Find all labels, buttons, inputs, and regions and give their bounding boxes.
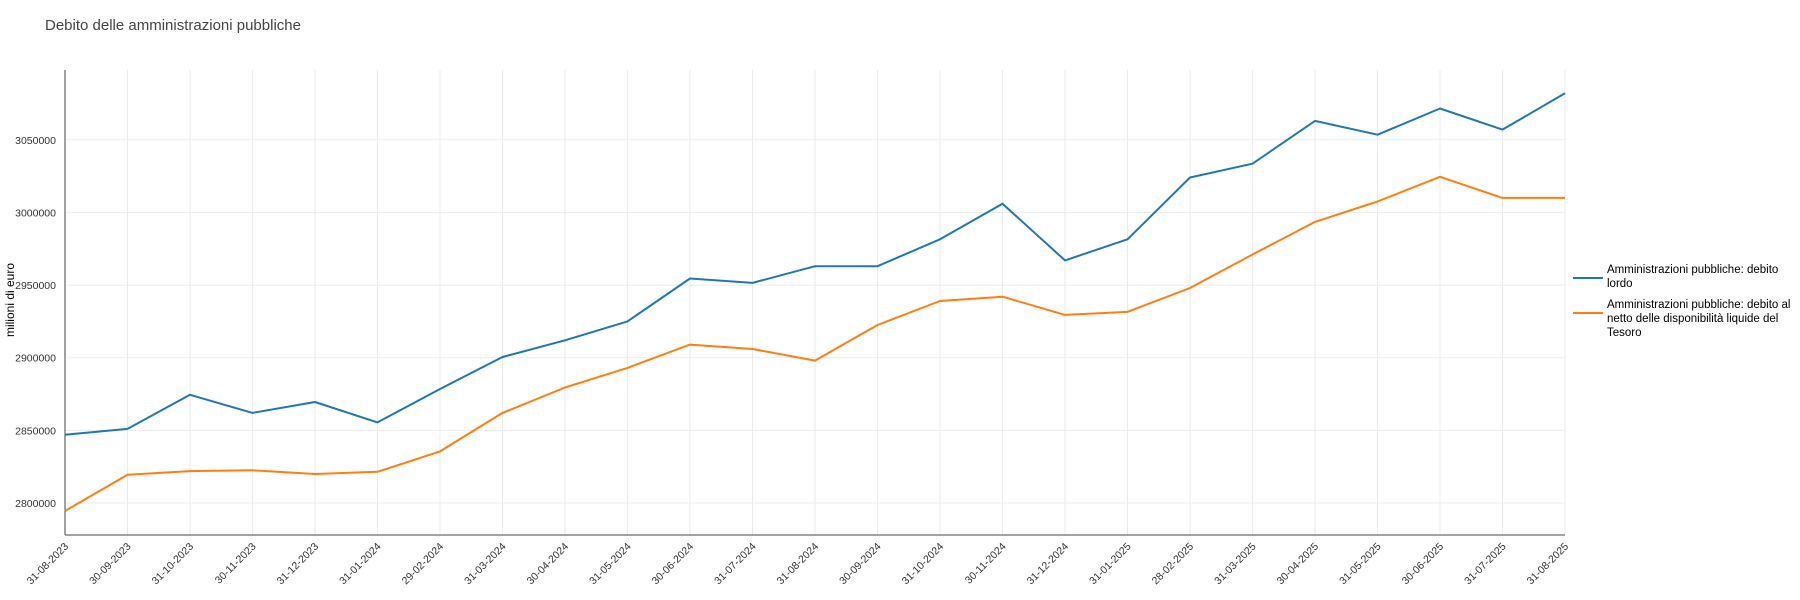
data-point-0-21[interactable] <box>1375 132 1381 138</box>
y-tick-label: 2850000 <box>15 425 56 437</box>
data-point-0-17[interactable] <box>1125 236 1131 242</box>
x-tick-label: 30-04-2024 <box>525 541 572 588</box>
x-tick-label: 31-08-2024 <box>775 541 822 588</box>
x-tick-label: 31-10-2023 <box>150 541 197 588</box>
chart-title: Debito delle amministrazioni pubbliche <box>45 17 301 34</box>
x-tick-label: 30-09-2023 <box>87 541 134 588</box>
x-tick-label: 30-11-2024 <box>963 541 1009 587</box>
x-tick-label: 31-08-2023 <box>25 541 72 588</box>
data-point-1-5[interactable] <box>375 469 381 475</box>
data-point-1-14[interactable] <box>937 298 943 304</box>
x-tick-labels: 31-08-2023 30-09-2023 31-10-2023 30-11-2023… <box>25 541 1572 588</box>
data-point-0-15[interactable] <box>1000 201 1006 207</box>
x-tick-label: 31-05-2025 <box>1337 541 1384 588</box>
x-tick-label: 30-11-2023 <box>213 541 259 587</box>
data-point-1-13[interactable] <box>875 322 881 328</box>
data-point-1-18[interactable] <box>1187 285 1193 291</box>
data-point-1-16[interactable] <box>1062 312 1068 318</box>
data-point-0-9[interactable] <box>625 318 631 324</box>
data-point-0-22[interactable] <box>1437 106 1443 112</box>
data-point-1-21[interactable] <box>1375 199 1381 205</box>
data-point-0-7[interactable] <box>500 354 506 360</box>
x-tick-label: 30-09-2024 <box>837 541 884 588</box>
data-point-0-5[interactable] <box>375 419 381 425</box>
data-point-1-9[interactable] <box>625 365 631 371</box>
gridlines <box>64 70 1566 535</box>
x-tick-label: 30-06-2024 <box>650 541 697 588</box>
data-point-0-19[interactable] <box>1250 161 1256 167</box>
series-lines[interactable] <box>62 90 1568 514</box>
x-tick-label: 31-05-2024 <box>587 541 634 588</box>
data-point-1-11[interactable] <box>750 346 756 352</box>
legend[interactable]: Amministrazioni pubbliche: debito lordo … <box>1573 263 1798 347</box>
legend-label-gross-debt: Amministrazioni pubbliche: debito lordo <box>1607 264 1779 290</box>
data-point-0-4[interactable] <box>312 399 318 405</box>
data-point-0-6[interactable] <box>437 386 443 392</box>
x-tick-label: 31-03-2024 <box>462 541 509 588</box>
axes <box>64 70 1565 536</box>
y-tick-label: 3050000 <box>15 135 56 147</box>
data-point-1-23[interactable] <box>1500 195 1506 201</box>
data-point-0-16[interactable] <box>1062 257 1068 263</box>
data-point-0-3[interactable] <box>250 410 256 416</box>
data-point-0-8[interactable] <box>562 337 568 343</box>
data-point-1-1[interactable] <box>125 472 131 478</box>
data-point-0-0[interactable] <box>62 432 68 438</box>
data-point-0-20[interactable] <box>1312 118 1318 124</box>
data-point-1-4[interactable] <box>312 471 318 477</box>
x-tick-label: 31-10-2024 <box>900 541 947 588</box>
y-tick-label: 2950000 <box>15 280 56 292</box>
data-point-0-24[interactable] <box>1562 90 1568 96</box>
x-tick-label: 30-06-2025 <box>1400 541 1447 588</box>
data-point-1-20[interactable] <box>1312 219 1318 225</box>
data-point-0-13[interactable] <box>875 263 881 269</box>
y-tick-label: 2800000 <box>15 498 56 510</box>
data-point-1-12[interactable] <box>812 358 818 364</box>
series-line-1[interactable] <box>64 175 1565 512</box>
data-point-1-19[interactable] <box>1250 252 1256 258</box>
x-tick-label: 31-12-2024 <box>1025 541 1072 588</box>
legend-swatch-net-debt <box>1573 312 1603 314</box>
x-tick-label: 31-08-2025 <box>1525 541 1572 588</box>
data-point-1-0[interactable] <box>62 508 68 514</box>
legend-swatch-gross-debt <box>1573 277 1603 279</box>
legend-label-net-debt: Amministrazioni pubbliche: debito al net… <box>1607 299 1791 339</box>
data-point-1-7[interactable] <box>500 410 506 416</box>
data-point-1-3[interactable] <box>250 467 256 473</box>
data-point-0-12[interactable] <box>812 263 818 269</box>
y-tick-label: 2900000 <box>15 353 56 365</box>
data-point-0-18[interactable] <box>1187 175 1193 181</box>
legend-item-net-debt[interactable]: Amministrazioni pubbliche: debito al net… <box>1573 298 1798 340</box>
data-point-1-8[interactable] <box>562 385 568 391</box>
data-point-1-22[interactable] <box>1437 174 1443 180</box>
data-point-1-6[interactable] <box>437 448 443 454</box>
data-point-0-14[interactable] <box>937 236 943 242</box>
x-tick-label: 31-07-2024 <box>712 541 759 588</box>
series-line-0[interactable] <box>64 92 1566 436</box>
data-point-1-15[interactable] <box>1000 294 1006 300</box>
x-tick-label: 31-01-2025 <box>1087 541 1134 588</box>
data-point-1-10[interactable] <box>687 342 693 348</box>
data-point-0-10[interactable] <box>687 276 693 282</box>
data-point-0-2[interactable] <box>187 392 193 398</box>
x-tick-label: 28-02-2025 <box>1150 541 1197 588</box>
x-tick-label: 31-01-2024 <box>337 541 384 588</box>
data-point-1-24[interactable] <box>1562 195 1568 201</box>
y-tick-label: 3000000 <box>15 207 56 219</box>
legend-item-gross-debt[interactable]: Amministrazioni pubbliche: debito lordo <box>1573 263 1798 291</box>
data-point-0-1[interactable] <box>125 426 131 432</box>
data-point-0-23[interactable] <box>1500 127 1506 133</box>
data-point-1-2[interactable] <box>187 468 193 474</box>
x-tick-label: 31-03-2025 <box>1212 541 1259 588</box>
data-point-1-17[interactable] <box>1125 309 1131 315</box>
x-tick-label: 30-04-2025 <box>1275 541 1322 588</box>
data-point-0-11[interactable] <box>750 280 756 286</box>
x-tick-label: 29-02-2024 <box>400 541 447 588</box>
x-tick-label: 31-12-2023 <box>275 541 322 588</box>
x-tick-label: 31-07-2025 <box>1462 541 1509 588</box>
y-tick-labels: 2800000 2850000 2900000 2950000 3000000 30500… <box>15 135 56 510</box>
